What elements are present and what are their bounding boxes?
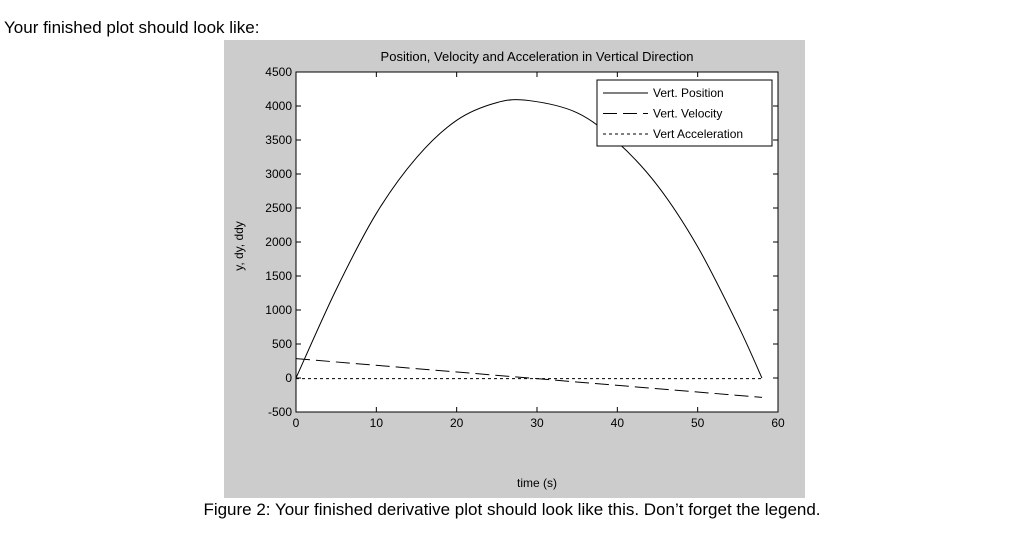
x-tick-label: 30 <box>530 416 544 430</box>
axis-ticks: 0 10 20 30 40 50 60-50005001000150020002500300… <box>265 65 785 430</box>
y-tick-label: 2000 <box>265 235 292 249</box>
y-axis-label: y, dy, ddy <box>232 221 246 271</box>
figure: 0 10 20 30 40 50 60-50005001000150020002500300… <box>224 40 805 498</box>
y-tick-label: 1000 <box>265 303 292 317</box>
legend-label-0: Vert. Position <box>653 86 724 100</box>
figure-caption: Figure 2: Your finished derivative plot … <box>203 500 821 519</box>
y-tick-label: 4000 <box>265 99 292 113</box>
chart-title: Position, Velocity and Acceleration in V… <box>381 49 694 64</box>
x-axis-label: time (s) <box>517 476 557 490</box>
x-tick-label: 50 <box>691 416 705 430</box>
y-tick-label: 3500 <box>265 133 292 147</box>
legend: Vert. Position Vert. Velocity Vert Acceler… <box>596 79 773 147</box>
x-tick-label: 60 <box>771 416 785 430</box>
y-tick-label: 3000 <box>265 167 292 181</box>
series-line-1 <box>295 358 762 398</box>
y-tick-label: -500 <box>268 405 292 419</box>
y-tick-label: 0 <box>285 371 292 385</box>
series-layer <box>295 99 763 398</box>
x-tick-label: 0 <box>293 416 300 430</box>
y-tick-label: 1500 <box>265 269 292 283</box>
y-tick-label: 4500 <box>265 65 292 79</box>
x-tick-label: 20 <box>450 416 464 430</box>
legend-label-1: Vert. Velocity <box>653 107 722 121</box>
y-tick-label: 500 <box>272 337 292 351</box>
intro-text: Your finished plot should look like: <box>4 18 260 37</box>
x-tick-label: 40 <box>611 416 625 430</box>
series-line-0 <box>295 99 763 379</box>
legend-label-2: Vert Acceleration <box>653 127 743 141</box>
x-tick-label: 10 <box>370 416 384 430</box>
y-tick-label: 2500 <box>265 201 292 215</box>
